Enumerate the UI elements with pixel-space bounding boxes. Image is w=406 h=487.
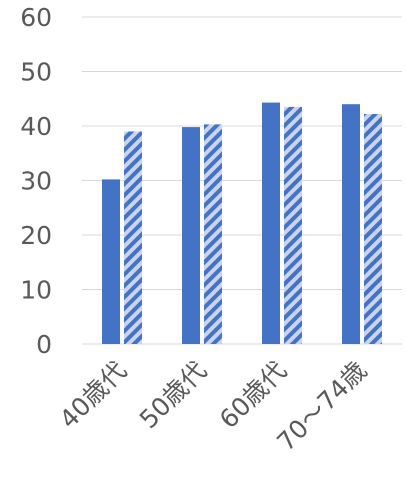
x-tick-label: 50歳代 — [134, 356, 212, 434]
bar-series1-cat1 — [102, 179, 120, 344]
y-tick-label: 40 — [20, 112, 52, 141]
y-tick-label: 30 — [20, 167, 52, 196]
y-tick-label: 0 — [36, 330, 52, 359]
y-axis-tick-labels: 0 10 20 30 40 50 60 — [20, 3, 52, 359]
bar-series2-cat4 — [364, 114, 382, 344]
y-tick-label: 10 — [20, 276, 52, 305]
bars — [102, 102, 382, 345]
bar-series2-cat3 — [284, 106, 302, 344]
y-tick-label: 50 — [20, 58, 52, 87]
bar-series1-cat3 — [262, 102, 280, 344]
y-tick-label: 60 — [20, 3, 52, 32]
bar-series1-cat2 — [182, 127, 200, 344]
bar-series2-cat2 — [204, 124, 222, 345]
x-tick-label: 60歳代 — [214, 356, 292, 434]
bar-series1-cat4 — [342, 104, 360, 344]
bar-series2-cat1 — [124, 131, 142, 344]
x-tick-label: 40歳代 — [54, 356, 132, 434]
y-tick-label: 20 — [20, 221, 52, 250]
